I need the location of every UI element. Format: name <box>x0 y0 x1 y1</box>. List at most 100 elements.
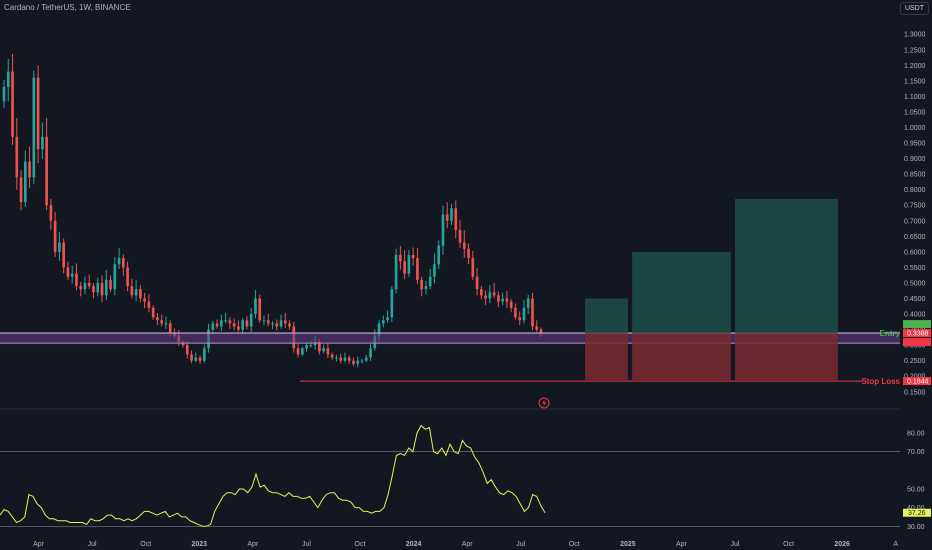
candle <box>454 208 458 231</box>
candle <box>66 267 70 277</box>
target-tag <box>903 320 931 329</box>
candle <box>104 279 108 296</box>
candle <box>249 314 253 327</box>
candle <box>126 267 129 287</box>
x-tick-label: Apr <box>247 541 259 548</box>
candle <box>522 307 526 321</box>
candle <box>139 289 142 299</box>
price-pane: 1.3000 1.2500 1.2000 1.1500 1.1000 1.0500 1.00… <box>0 32 931 396</box>
y-tick-label: 1.1500 <box>904 78 926 85</box>
candle <box>433 264 436 277</box>
candle <box>360 360 364 362</box>
y-tick-label: 1.2000 <box>904 63 926 70</box>
candle <box>258 298 262 321</box>
entry-price-tag-label: 0.3388 <box>907 331 929 338</box>
candle <box>462 242 466 249</box>
candle <box>411 254 415 259</box>
candle <box>83 282 87 290</box>
candle <box>134 289 138 296</box>
candle <box>53 220 57 252</box>
y-tick-label: 0.2500 <box>904 358 926 365</box>
candle <box>369 348 372 358</box>
candle <box>92 286 95 293</box>
candle <box>23 161 27 203</box>
candle <box>484 295 487 299</box>
candle <box>275 323 279 327</box>
candle <box>190 354 193 361</box>
x-tick-label: Jul <box>88 541 97 548</box>
stop-loss-price-tag <box>903 377 931 386</box>
candle <box>109 279 112 290</box>
rsi-value-tag-label: 37.26 <box>908 510 926 517</box>
x-tick-label: Oct <box>569 541 580 548</box>
candle <box>475 276 479 290</box>
candle <box>2 87 6 102</box>
candle <box>11 71 14 137</box>
candle <box>497 295 500 302</box>
take-profit-zone <box>632 251 731 334</box>
candle <box>386 317 389 321</box>
candle <box>309 345 313 347</box>
candle <box>271 323 274 325</box>
candle <box>41 136 44 150</box>
rsi-tick-label: 70.00 <box>907 449 925 456</box>
candle <box>168 323 172 333</box>
candle <box>450 208 453 221</box>
candle <box>339 357 343 361</box>
candle <box>441 214 445 246</box>
candle <box>318 342 321 352</box>
candle <box>228 320 232 324</box>
x-tick-label: A <box>893 541 898 548</box>
candle <box>356 360 360 364</box>
candle <box>19 177 23 203</box>
y-tick-label: 0.5500 <box>904 265 926 272</box>
candle <box>501 298 504 302</box>
x-tick-label: Oct <box>783 541 794 548</box>
candle <box>509 301 513 308</box>
currency-button[interactable]: USDT <box>899 2 929 15</box>
y-tick-label: 0.6500 <box>904 234 926 241</box>
candle <box>492 292 496 296</box>
candle <box>480 289 483 296</box>
candle <box>36 77 40 150</box>
take-profit-zone <box>585 298 628 334</box>
candle <box>79 286 83 290</box>
x-tick-label: 2023 <box>191 541 207 548</box>
candle <box>364 357 368 361</box>
stop-loss-zone <box>735 333 838 382</box>
candle <box>390 289 394 318</box>
x-tick-label: 2025 <box>620 541 636 548</box>
candle <box>237 326 240 330</box>
candle <box>45 136 48 206</box>
candle <box>15 136 19 178</box>
candle <box>505 298 509 302</box>
candle <box>117 258 121 265</box>
candle <box>266 320 270 324</box>
rsi-tick-label: 30.00 <box>907 524 925 531</box>
candle <box>215 323 219 327</box>
lightning-icon[interactable] <box>538 397 550 409</box>
candle <box>254 298 257 315</box>
candle <box>58 242 61 252</box>
candle <box>211 323 215 330</box>
y-tick-label: 1.2500 <box>904 47 926 54</box>
candle <box>113 264 117 290</box>
candle <box>347 357 351 361</box>
candle <box>539 329 543 333</box>
x-tick-label: 2026 <box>834 541 850 548</box>
y-tick-label: 0.3000 <box>904 343 926 350</box>
candle <box>185 345 189 355</box>
rsi-tick-label: 80.00 <box>907 431 925 438</box>
candle <box>458 230 462 243</box>
y-tick-label: 0.4500 <box>904 296 926 303</box>
x-tick-label: Jul <box>516 541 525 548</box>
candle <box>352 360 355 364</box>
candle <box>224 320 227 322</box>
x-tick-label: Oct <box>355 541 366 548</box>
candle <box>488 292 492 299</box>
y-tick-label: 1.0500 <box>904 109 926 116</box>
stop-loss-zone <box>632 333 731 382</box>
candle <box>526 298 530 308</box>
y-tick-label: 0.7000 <box>904 218 926 225</box>
